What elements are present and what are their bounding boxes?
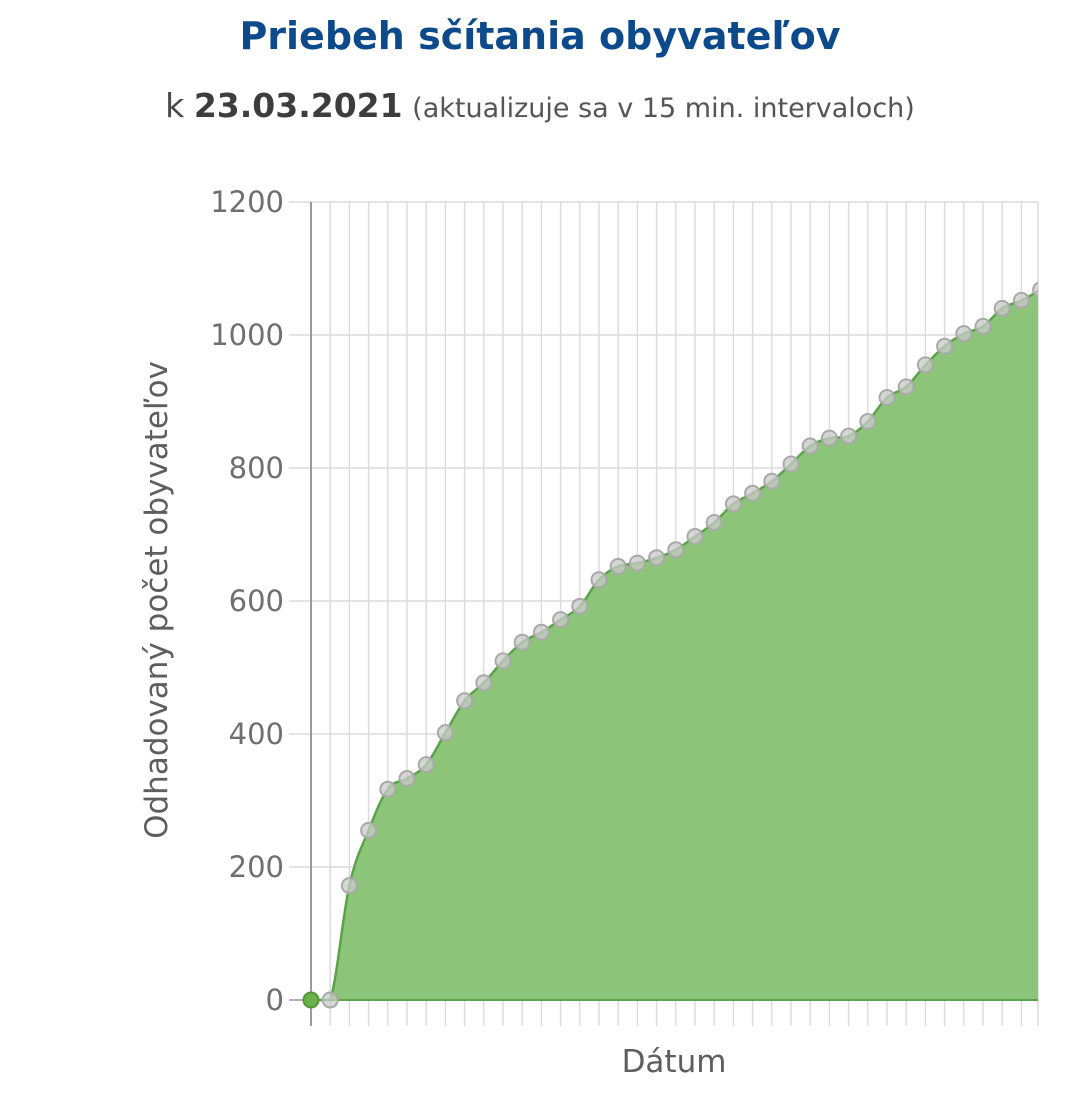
data-point[interactable] (763, 472, 781, 490)
data-point[interactable] (993, 299, 1011, 317)
y-tick-label: 1000 (210, 318, 284, 352)
data-point[interactable] (1032, 281, 1048, 298)
data-point[interactable] (840, 427, 858, 445)
data-point[interactable] (456, 692, 474, 710)
y-tick-label: 1200 (210, 185, 284, 219)
data-point[interactable] (648, 549, 666, 567)
data-point[interactable] (801, 437, 819, 455)
subtitle-prefix: k (165, 86, 185, 125)
subtitle-date: 23.03.2021 (193, 86, 403, 125)
area-fill (311, 291, 1038, 1001)
data-point[interactable] (513, 633, 531, 651)
data-point[interactable] (340, 877, 358, 895)
data-point[interactable] (436, 724, 454, 742)
data-point[interactable] (936, 337, 954, 355)
data-point[interactable] (532, 623, 550, 641)
data-point[interactable] (686, 527, 704, 545)
data-point[interactable] (475, 674, 493, 692)
data-point[interactable] (724, 495, 742, 513)
data-point[interactable] (552, 611, 570, 629)
data-point[interactable] (590, 571, 608, 589)
subtitle-note: (aktualizuje sa v 15 min. intervaloch) (412, 93, 915, 124)
data-point[interactable] (1072, 261, 1080, 276)
data-point[interactable] (782, 455, 800, 473)
data-point[interactable] (667, 541, 685, 559)
data-point[interactable] (859, 412, 877, 430)
data-point[interactable] (974, 317, 992, 335)
data-point[interactable] (705, 514, 723, 532)
y-tick-label: 600 (229, 584, 284, 618)
data-point[interactable] (916, 356, 934, 374)
data-point[interactable] (744, 484, 762, 502)
data-point[interactable] (820, 429, 838, 447)
data-point[interactable] (955, 325, 973, 343)
data-point[interactable] (878, 389, 896, 407)
page-subtitle: k 23.03.2021 (aktualizuje sa v 15 min. i… (0, 86, 1080, 125)
data-point[interactable] (494, 652, 512, 670)
y-tick-label: 400 (229, 717, 284, 751)
data-point[interactable] (1012, 291, 1030, 309)
y-tick-label: 800 (229, 451, 284, 485)
data-point[interactable] (628, 554, 646, 572)
data-point[interactable] (1052, 271, 1067, 286)
y-tick-label: 0 (266, 983, 284, 1017)
x-axis-title: Dátum (622, 1044, 727, 1080)
data-point[interactable] (360, 821, 378, 839)
data-point[interactable] (609, 557, 627, 575)
data-point[interactable] (379, 780, 397, 798)
data-points (302, 261, 1080, 1009)
page-title: Priebeh sčítania obyvateľov (239, 14, 841, 58)
data-point[interactable] (302, 991, 320, 1009)
data-point[interactable] (571, 597, 589, 615)
y-tick-label: 200 (229, 850, 284, 884)
data-point[interactable] (398, 770, 416, 788)
y-axis-title: Odhadovaný počet obyvateľov (139, 361, 175, 839)
data-point[interactable] (321, 991, 339, 1009)
data-point[interactable] (897, 378, 915, 396)
y-tick-labels: 0 200 400 600 800 1000 1200 (210, 185, 284, 1017)
data-point[interactable] (417, 756, 435, 774)
